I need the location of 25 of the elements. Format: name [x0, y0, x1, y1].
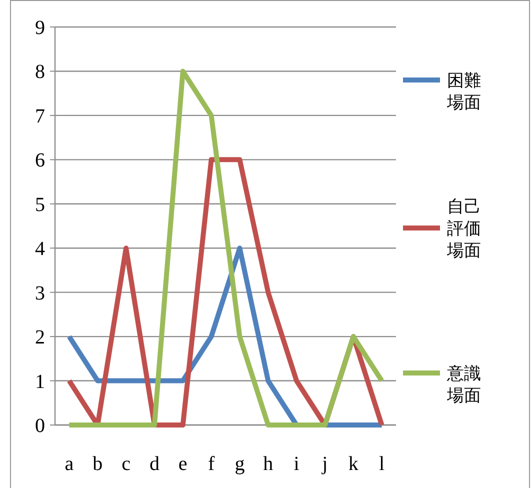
y-tick-label: 7	[35, 105, 45, 128]
y-tick-label: 8	[35, 61, 45, 84]
x-tick-label: e	[178, 453, 188, 475]
y-tick-label: 2	[35, 326, 45, 349]
x-tick-label: d	[149, 453, 160, 475]
x-tick-label: c	[122, 453, 131, 475]
x-tick-label: i	[294, 453, 300, 475]
x-tick-label: g	[234, 453, 245, 475]
legend-label: 自己評価場面	[446, 197, 481, 260]
y-tick-label: 4	[35, 238, 45, 260]
y-tick-label: 1	[35, 370, 45, 393]
y-tick-label: 3	[35, 282, 45, 304]
x-tick-label: h	[263, 453, 274, 475]
x-tick-label: k	[348, 453, 358, 475]
y-tick-label: 0	[35, 415, 45, 437]
y-tick-label: 9	[35, 17, 45, 39]
x-tick-label: a	[64, 453, 74, 475]
x-tick-label: f	[208, 453, 215, 475]
legend-label: 困難場面	[446, 71, 481, 112]
x-tick-label: b	[92, 453, 103, 475]
x-tick-label: j	[321, 453, 328, 475]
y-tick-label: 6	[35, 150, 45, 172]
legend-label: 意識場面	[446, 364, 481, 405]
x-tick-label: l	[379, 453, 386, 475]
y-tick-label: 5	[35, 194, 45, 216]
